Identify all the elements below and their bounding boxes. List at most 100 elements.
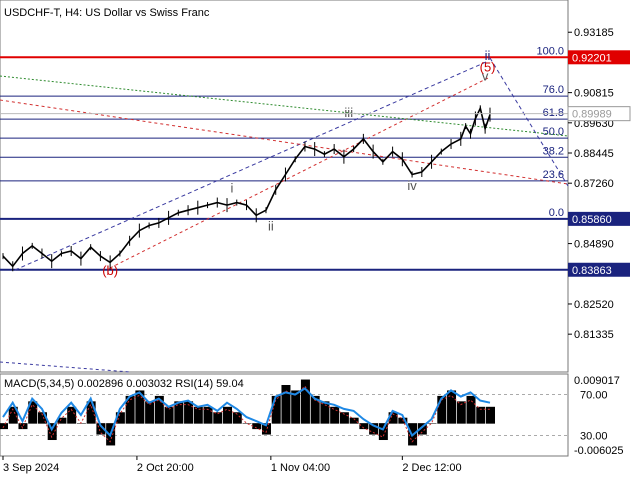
indicator-label: MACD(5,34,5) 0.002896 0.003032 RSI(14) 5… (4, 378, 244, 390)
rsi-tick-label: 70.00 (580, 390, 608, 402)
macd-bar (310, 395, 320, 424)
level-tag (568, 262, 630, 277)
wave-label: ii (485, 48, 491, 63)
macd-bar (359, 423, 369, 430)
macd-bar (125, 395, 135, 424)
macd-bar (476, 406, 486, 424)
macd-bar (456, 401, 466, 424)
macd-bar (145, 401, 155, 424)
x-tick-label: 3 Sep 2024 (3, 462, 59, 474)
macd-bar (427, 423, 437, 424)
y-tick-label: 0.93185 (574, 27, 614, 39)
wave-label: v (482, 68, 489, 83)
macd-bar (203, 406, 213, 424)
price-series (2, 105, 491, 272)
fib-ratio-label: 76.0 (543, 84, 564, 96)
macd-bar (135, 390, 145, 424)
y-tick-label: 0.88445 (574, 148, 614, 160)
level-tag (568, 50, 630, 65)
macd-bar (447, 390, 457, 424)
macd-bar (57, 417, 67, 424)
macd-bar (184, 401, 194, 424)
fib-ratio-label: 50.0 (543, 126, 564, 138)
macd-bar (164, 406, 174, 424)
macd-bar (466, 395, 476, 424)
green-trend-line (0, 75, 569, 137)
rsi-line (2, 387, 491, 438)
wave-label: iii (344, 105, 353, 120)
macd-bar (271, 395, 281, 424)
x-tick-label: 1 Nov 04:00 (271, 462, 330, 474)
macd-bar (96, 423, 106, 435)
indicator-panel: 70.00 30.00 0.009017 -0.006025 (0, 375, 624, 457)
macd-bar (115, 412, 125, 424)
y-tick-label: 0.81335 (574, 329, 614, 341)
macd-bar (213, 412, 223, 424)
macd-bar (437, 395, 447, 424)
lower-channel-line (109, 77, 489, 269)
macd-bar (349, 417, 359, 424)
wave-label: (5) (480, 59, 496, 74)
macd-bar (486, 406, 495, 424)
upper-channel-line (14, 61, 487, 271)
macd-bar (223, 406, 233, 424)
time-axis: 3 Sep 2024 2 Oct 20:00 1 Nov 04:00 2 Dec 12… (2, 456, 462, 474)
wave-label: (b) (102, 263, 118, 278)
current-price-tag: 0.89989 (0, 106, 631, 122)
trend-lines (0, 57, 569, 373)
macd-bar (300, 379, 310, 424)
current-price-label: 0.89989 (572, 109, 612, 121)
current-price-box (567, 106, 631, 122)
macd-bar (37, 412, 47, 424)
macd-bar (291, 390, 301, 424)
chart-title: USDCHF-T, H4: US Dollar vs Swiss Franc (4, 7, 210, 19)
fib-ratio-label: 0.0 (549, 207, 564, 219)
macd-bar (388, 412, 398, 424)
macd-bar (86, 401, 96, 424)
macd-bar (28, 401, 38, 424)
level-tag-label: 0.92201 (572, 52, 612, 64)
y-tick-label: 0.84890 (574, 239, 614, 251)
macd-bar (47, 423, 57, 441)
fib-ratio-label: 23.6 (543, 169, 564, 181)
y-tick-label: 0.82520 (574, 299, 614, 311)
y-tick-label: 0.90815 (574, 88, 614, 100)
macd-bar (261, 423, 271, 435)
y-tick-label: 0.87260 (574, 178, 614, 190)
macd-tick-label: -0.006025 (574, 445, 624, 457)
indicator-frame (0, 373, 569, 457)
macd-bar (8, 406, 18, 424)
fib-ratio-label: 100.0 (536, 45, 564, 57)
fib-ratio-label: 61.8 (543, 107, 564, 119)
macd-bar (154, 395, 164, 424)
x-tick-label: 2 Oct 20:00 (137, 462, 194, 474)
wave-label: ii (268, 219, 274, 234)
macd-bar (252, 423, 262, 430)
macd-bar (330, 406, 340, 424)
old-trend-line (0, 361, 131, 373)
level-tag (568, 211, 630, 226)
wave-label: iv (407, 178, 417, 193)
macd-bar (320, 401, 330, 424)
x-tick-label: 2 Dec 12:00 (402, 462, 461, 474)
level-tag-label: 0.83863 (572, 265, 612, 277)
macd-bar (339, 412, 349, 424)
level-tag-label: 0.85860 (572, 214, 612, 226)
macd-bar (67, 406, 77, 424)
projection-line (489, 57, 569, 187)
macd-signal-line (2, 385, 490, 443)
macd-bar (281, 384, 291, 424)
macd-bar (242, 423, 252, 424)
macd-bar (76, 423, 86, 424)
macd-tick-label: 0.009017 (574, 375, 620, 387)
macd-bar (417, 423, 427, 435)
macd-bar (378, 423, 388, 441)
horizontal-levels: 0.92201 0.85860 0.83863 (0, 50, 630, 277)
wave-label: i (230, 180, 233, 195)
macd-bar (174, 401, 184, 424)
fib-ratio-label: 38.2 (543, 145, 564, 157)
price-axis: 0.931850.908150.896300.884450.872600.848… (568, 27, 614, 341)
